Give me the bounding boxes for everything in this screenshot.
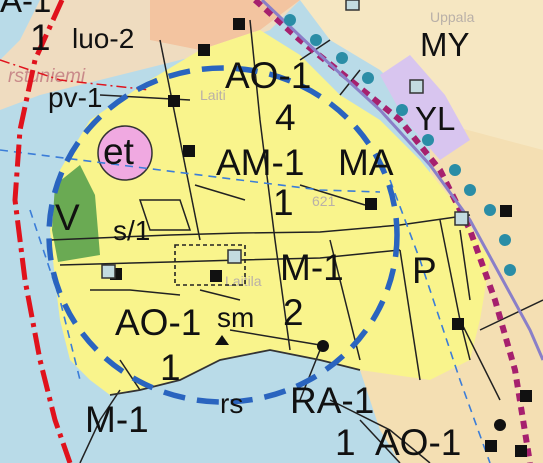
zone-label-ao1-north: AO-1 — [225, 55, 311, 96]
purple-road-line — [260, 0, 543, 361]
zone-label-s1: s/1 — [113, 215, 150, 246]
zone-label-1-top: 1 — [30, 17, 51, 58]
zone-label-4: 4 — [275, 97, 296, 138]
bg-label-621: 621 — [312, 193, 336, 209]
zone-label-m1-center: M-1 — [280, 247, 344, 288]
et-zone — [97, 125, 153, 181]
magenta-boundary-line — [253, 0, 533, 463]
triangle-marker — [215, 335, 229, 345]
zone-label-am1: AM-1 — [216, 142, 304, 183]
zone-label-ao1-east: AO-1 — [375, 422, 461, 463]
north-shore — [0, 0, 40, 60]
highlight-circle — [46, 65, 400, 405]
zone-label-1-ma: 1 — [273, 182, 294, 223]
zone-label-1-bottom: 1 — [335, 422, 356, 463]
building-site — [174, 244, 246, 286]
zone-label-2: 2 — [283, 292, 304, 333]
zone-label-m1-south: M-1 — [85, 399, 149, 440]
zone-label-a1: A-1 — [0, 0, 51, 19]
blue-dashed-lines — [0, 149, 491, 463]
zone-label-rs: rs — [220, 388, 243, 419]
bg-label-uppala: Uppala — [430, 9, 475, 25]
red-boundary-upper — [0, 59, 151, 91]
zone-label-ra1: RA-1 — [290, 380, 374, 421]
public-area — [380, 55, 470, 160]
zone-label-luo2: luo-2 — [72, 23, 134, 54]
building-markers — [110, 18, 532, 457]
zone-label-v: V — [55, 197, 80, 238]
shoreline — [109, 349, 361, 396]
zone-label-1-south: 1 — [160, 347, 181, 388]
bg-label-rstuniemi: rstuniemi — [8, 66, 86, 87]
zone-label-et: et — [103, 131, 135, 172]
zone-label-my: MY — [420, 26, 470, 63]
zone-label-ao1-west: AO-1 — [115, 302, 201, 343]
bg-label-laitila: Laitila — [225, 273, 262, 289]
zone-label-p: P — [412, 250, 437, 291]
zone-label-ma: MA — [338, 142, 394, 183]
bg-label-laiti: Laiti — [200, 87, 226, 103]
sports-area — [150, 0, 300, 50]
public-building-markers — [101, 0, 469, 279]
tree-row — [284, 14, 516, 276]
zone-label-pv1: pv-1 — [48, 82, 102, 113]
point-markers — [317, 340, 506, 431]
zone-label-sm: sm — [217, 302, 254, 333]
red-boundary-line — [12, 0, 73, 463]
zone-label-yl: YL — [415, 100, 455, 137]
